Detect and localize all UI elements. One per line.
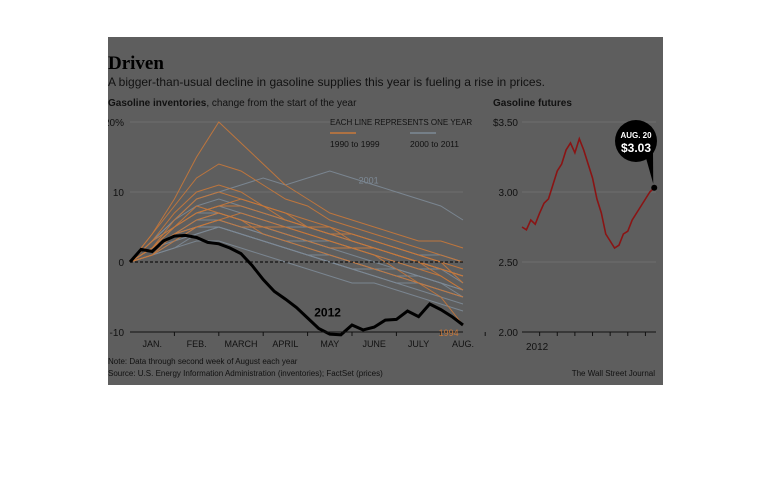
- callout-bubble: [615, 120, 657, 162]
- legend-label-1990s: 1990 to 1999: [330, 139, 380, 149]
- y-tick-label: 20%: [108, 118, 124, 129]
- callout-pointer: [646, 151, 654, 184]
- chart-panel: Driven A bigger-than-usual decline in ga…: [108, 37, 663, 385]
- futures-line: [521, 136, 655, 250]
- callout-value: $3.03: [621, 141, 651, 155]
- legend-heading: EACH LINE REPRESENTS ONE YEAR: [330, 118, 472, 127]
- x-tick-label: MARCH: [225, 339, 258, 349]
- annotation-2012: 2012: [314, 306, 341, 320]
- futures-endpoint: [651, 184, 658, 191]
- charts-svg: 20% 10 0 -10 JAN. FEB. MARCH APRIL MAY JUNE JULY AU…: [108, 118, 658, 353]
- x-tick-label: 2012: [526, 342, 549, 353]
- chart-subtitle: A bigger-than-usual decline in gasoline …: [108, 75, 545, 89]
- y-tick-label: 2.00: [499, 328, 519, 339]
- futures-chart: $3.50 3.00 2.50 2.00 2012 AUG. 20$3.03: [493, 118, 658, 353]
- chart-source: Source: U.S. Energy Information Administ…: [108, 369, 383, 378]
- y-tick-label: $3.50: [493, 118, 518, 129]
- inventories-chart: 20% 10 0 -10 JAN. FEB. MARCH APRIL MAY JUNE JULY AU…: [108, 118, 486, 349]
- series-line-2000s: [129, 219, 464, 298]
- x-tick-label: MAY: [320, 339, 339, 349]
- y-tick-label: 10: [113, 188, 125, 199]
- series-line-1990s: [129, 121, 464, 263]
- annotation-2001: 2001: [359, 176, 379, 186]
- series-line-1990s: [129, 198, 464, 291]
- series-line-1990s: [129, 205, 464, 298]
- series-line-2000s: [129, 240, 464, 312]
- x-tick-label: AUG.: [452, 339, 474, 349]
- x-tick-label: JULY: [408, 339, 429, 349]
- chart-note: Note: Data through second week of August…: [108, 357, 298, 366]
- x-tick-label: APRIL: [272, 339, 298, 349]
- futures-heading: Gasoline futures: [493, 98, 572, 109]
- chart-title: Driven: [108, 53, 164, 74]
- y-tick-label: 2.50: [499, 258, 519, 269]
- inventories-heading: Gasoline inventories, change from the st…: [108, 98, 356, 109]
- series-line-1990s: [129, 219, 464, 291]
- series-line-1990s: [129, 163, 464, 263]
- inventories-heading-bold: Gasoline inventories: [108, 98, 207, 109]
- y-tick-label: -10: [110, 328, 125, 339]
- y-tick-label: 0: [118, 258, 124, 269]
- y-tick-label: 3.00: [499, 188, 519, 199]
- x-tick-label: JUNE: [362, 339, 386, 349]
- annotation-1994: 1994: [439, 328, 459, 338]
- inventories-heading-rest: , change from the start of the year: [206, 98, 357, 109]
- x-tick-label: FEB.: [187, 339, 207, 349]
- x-tick-label: JAN.: [142, 339, 162, 349]
- callout-date: AUG. 20: [620, 131, 652, 140]
- series-line-2012: [128, 233, 464, 337]
- legend-label-2000s: 2000 to 2011: [410, 139, 459, 149]
- chart-credit: The Wall Street Journal: [571, 369, 655, 378]
